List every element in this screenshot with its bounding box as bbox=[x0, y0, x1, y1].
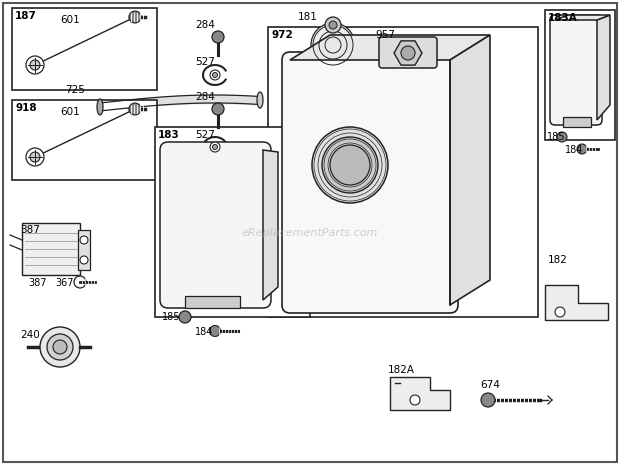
Text: 183A: 183A bbox=[548, 13, 578, 23]
Text: 182: 182 bbox=[548, 255, 568, 265]
Bar bbox=[268, 27, 538, 317]
Circle shape bbox=[210, 326, 221, 337]
Text: 284: 284 bbox=[195, 92, 215, 102]
Circle shape bbox=[212, 103, 224, 115]
Text: 181: 181 bbox=[298, 12, 318, 22]
Circle shape bbox=[40, 327, 80, 367]
Circle shape bbox=[330, 145, 370, 185]
Circle shape bbox=[53, 340, 67, 354]
Circle shape bbox=[322, 137, 378, 193]
Text: 367: 367 bbox=[55, 278, 74, 288]
Text: 527: 527 bbox=[195, 130, 215, 140]
Bar bbox=[155, 127, 310, 317]
Bar bbox=[12, 8, 157, 90]
Text: 972: 972 bbox=[271, 30, 293, 40]
Polygon shape bbox=[450, 35, 490, 305]
Circle shape bbox=[212, 31, 224, 43]
Bar bbox=[563, 117, 591, 127]
Circle shape bbox=[329, 21, 337, 29]
Text: 240: 240 bbox=[20, 330, 40, 340]
Text: 185: 185 bbox=[162, 312, 180, 322]
Text: 674: 674 bbox=[480, 380, 500, 390]
Text: 185: 185 bbox=[547, 132, 565, 142]
Circle shape bbox=[26, 148, 44, 166]
Bar bbox=[78, 230, 90, 270]
Text: 725: 725 bbox=[65, 85, 85, 95]
Text: eReplacementParts.com: eReplacementParts.com bbox=[242, 228, 378, 238]
Ellipse shape bbox=[257, 92, 263, 108]
Bar bbox=[545, 10, 615, 140]
Text: 284: 284 bbox=[195, 20, 215, 30]
Circle shape bbox=[557, 132, 567, 142]
Ellipse shape bbox=[307, 45, 359, 61]
Circle shape bbox=[311, 23, 355, 67]
Text: 184: 184 bbox=[195, 327, 213, 337]
Text: 957: 957 bbox=[375, 30, 395, 40]
Polygon shape bbox=[263, 150, 278, 300]
Bar bbox=[185, 296, 240, 308]
Circle shape bbox=[80, 236, 88, 244]
Text: 183: 183 bbox=[158, 130, 180, 140]
Circle shape bbox=[401, 46, 415, 60]
FancyBboxPatch shape bbox=[379, 37, 437, 68]
Circle shape bbox=[210, 142, 220, 152]
Circle shape bbox=[47, 334, 73, 360]
Text: 527: 527 bbox=[195, 57, 215, 67]
Text: 187: 187 bbox=[15, 11, 37, 21]
Polygon shape bbox=[394, 41, 422, 65]
Circle shape bbox=[213, 145, 218, 150]
Circle shape bbox=[555, 307, 565, 317]
Circle shape bbox=[80, 256, 88, 264]
Circle shape bbox=[312, 127, 388, 203]
Circle shape bbox=[26, 56, 44, 74]
Circle shape bbox=[129, 103, 141, 115]
Text: 387: 387 bbox=[28, 278, 46, 288]
Text: 601: 601 bbox=[60, 107, 80, 117]
Circle shape bbox=[410, 395, 420, 405]
Circle shape bbox=[213, 73, 218, 78]
Circle shape bbox=[74, 276, 86, 288]
Text: 184: 184 bbox=[565, 145, 583, 155]
FancyBboxPatch shape bbox=[282, 52, 458, 313]
Circle shape bbox=[577, 144, 587, 154]
Text: 387: 387 bbox=[20, 225, 40, 235]
Polygon shape bbox=[390, 377, 450, 410]
Polygon shape bbox=[290, 35, 490, 60]
Bar bbox=[12, 100, 157, 180]
FancyBboxPatch shape bbox=[160, 142, 271, 308]
Text: 182A: 182A bbox=[388, 365, 415, 375]
Text: 918: 918 bbox=[15, 103, 37, 113]
Polygon shape bbox=[597, 15, 610, 120]
Circle shape bbox=[179, 311, 191, 323]
Circle shape bbox=[210, 70, 220, 80]
Bar bbox=[22, 223, 80, 275]
Polygon shape bbox=[555, 15, 610, 20]
Polygon shape bbox=[545, 285, 608, 320]
Circle shape bbox=[481, 393, 495, 407]
Ellipse shape bbox=[97, 99, 103, 115]
Circle shape bbox=[30, 152, 40, 162]
Circle shape bbox=[129, 11, 141, 23]
Text: 601: 601 bbox=[60, 15, 80, 25]
Circle shape bbox=[325, 17, 341, 33]
FancyBboxPatch shape bbox=[550, 15, 602, 125]
Circle shape bbox=[30, 60, 40, 70]
